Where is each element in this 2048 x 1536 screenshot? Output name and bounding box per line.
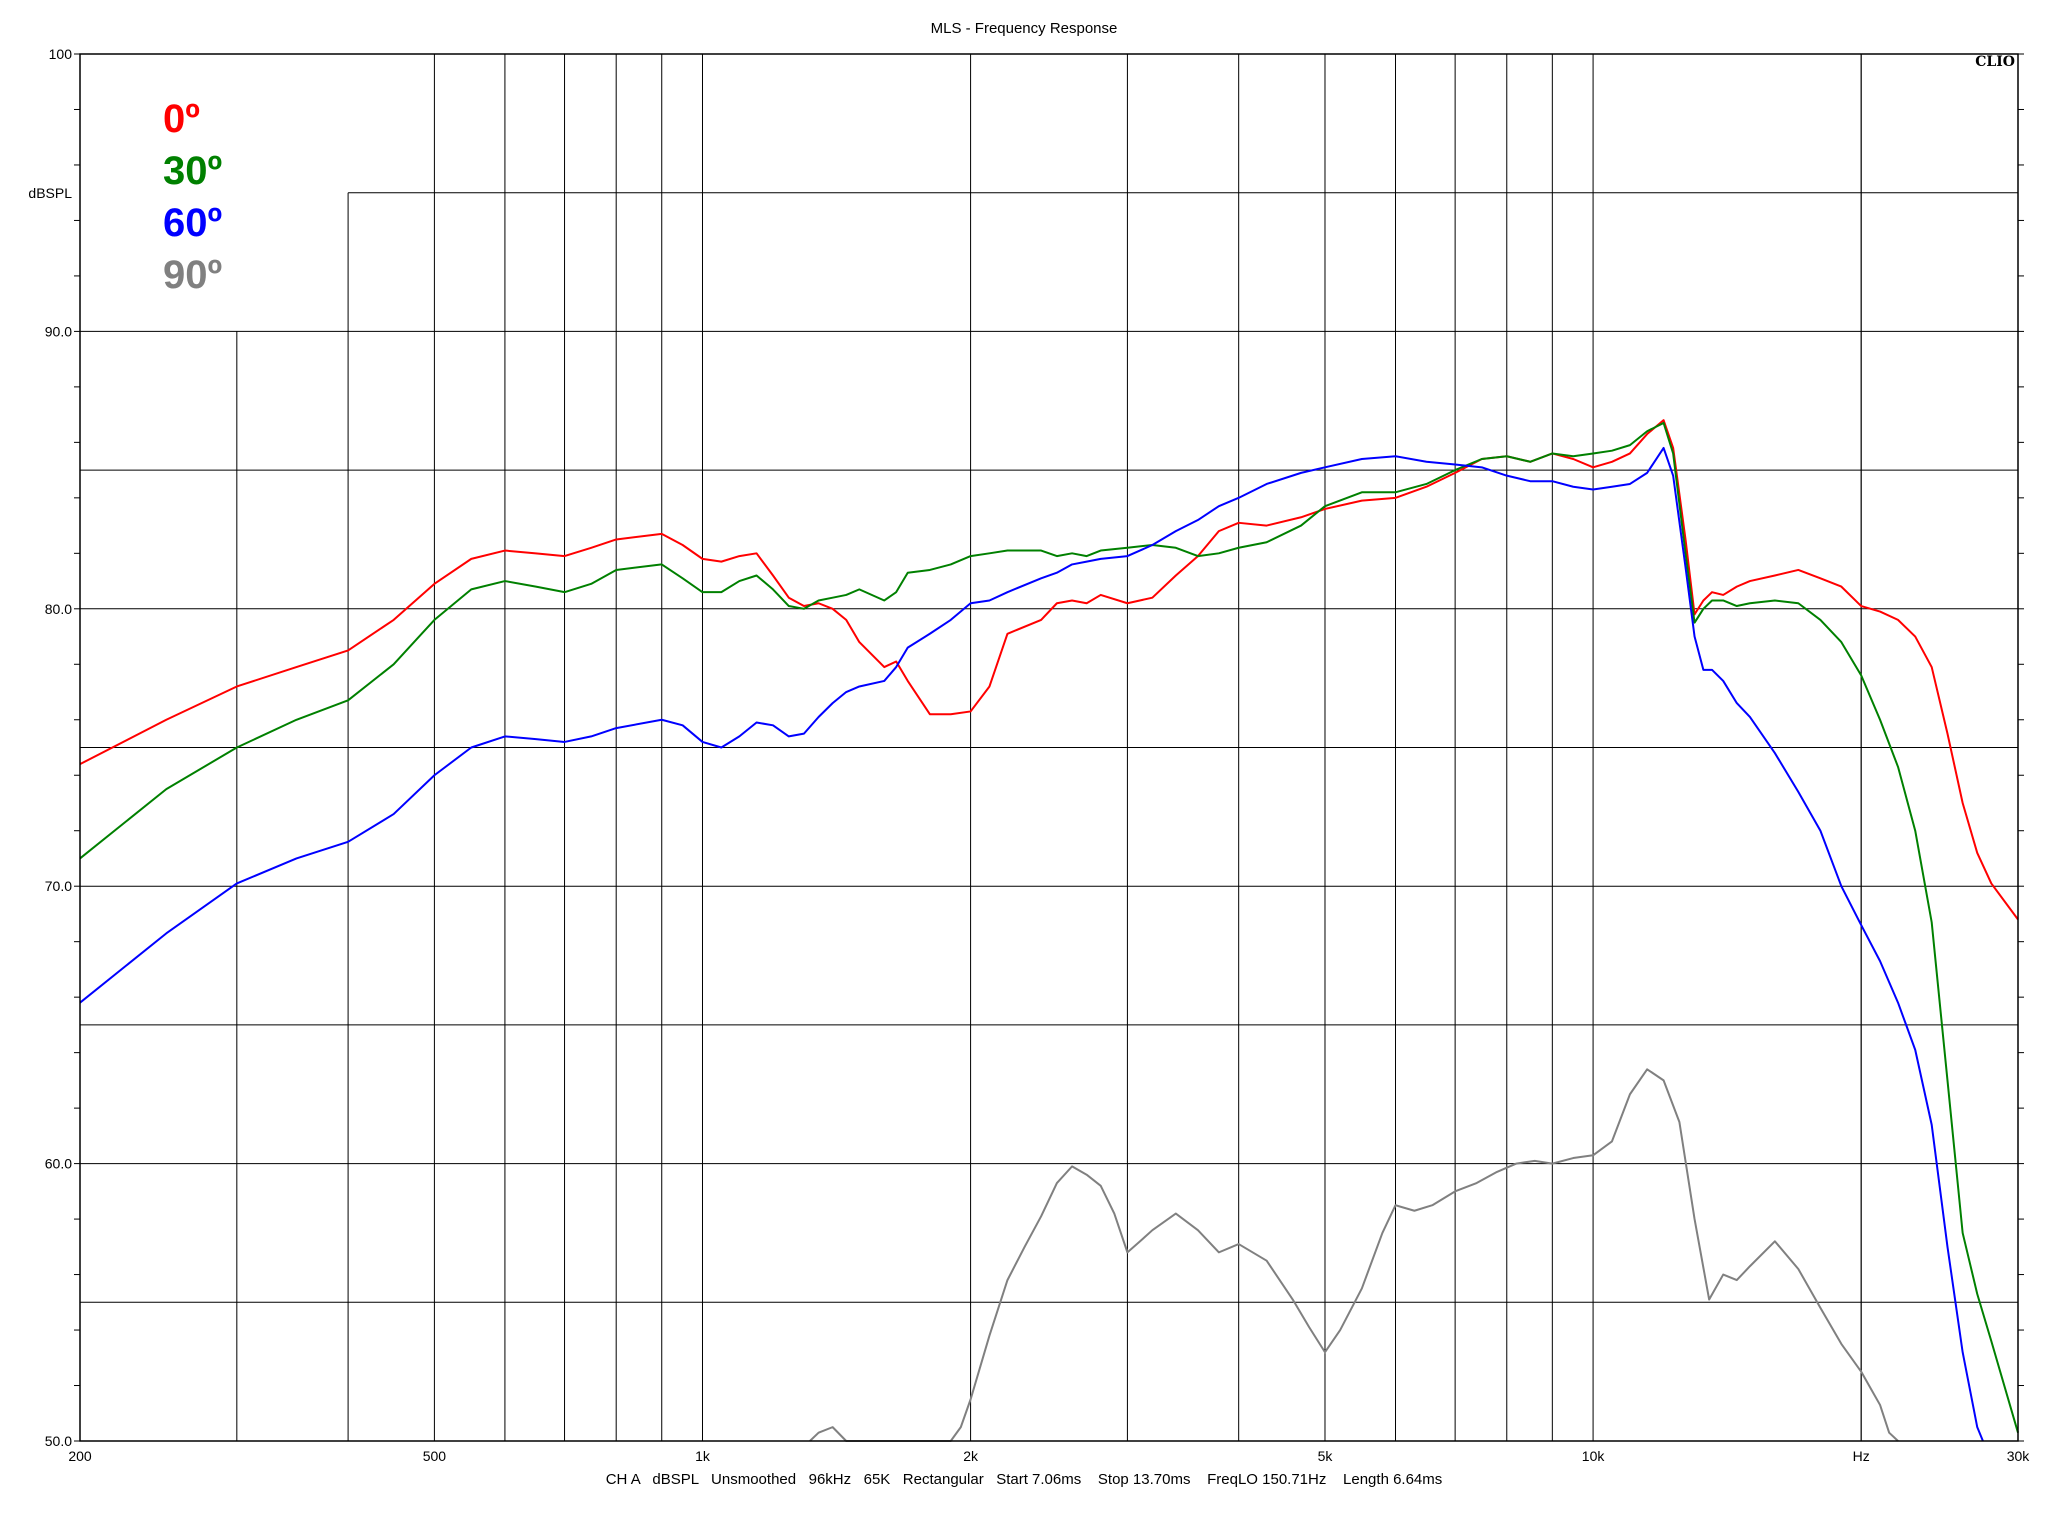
grid xyxy=(74,53,2024,1442)
chart-title: MLS - Frequency Response xyxy=(931,20,1118,37)
series-line-3 xyxy=(809,1068,1899,1442)
series-line-1 xyxy=(79,421,2019,1433)
legend-entry: 90º xyxy=(163,253,222,297)
legend: 0º 30º 60º 90º xyxy=(163,97,222,297)
y-tick-label: 90.0 xyxy=(45,323,72,339)
legend-entry: 60º xyxy=(163,201,222,245)
plot-frame xyxy=(79,53,2019,1442)
series-lines xyxy=(79,419,2019,1442)
y-axis-label: dBSPL xyxy=(28,185,72,201)
x-tick-label: 200 xyxy=(68,1448,92,1464)
x-tick-label: Hz xyxy=(1853,1448,1870,1464)
x-tick-label: 5k xyxy=(1318,1448,1334,1464)
legend-entry: 30º xyxy=(163,149,222,193)
x-tick-label: 30k xyxy=(2007,1448,2031,1464)
y-tick-label: 60.0 xyxy=(45,1156,72,1172)
legend-entry: 0º xyxy=(163,97,200,141)
y-tick-label: 70.0 xyxy=(45,878,72,894)
x-tick-label: 1k xyxy=(695,1448,711,1464)
brand-label: CLIO xyxy=(1975,54,2015,70)
x-tick-label: 2k xyxy=(963,1448,979,1464)
x-tick-label: 500 xyxy=(423,1448,447,1464)
y-tick-label: 100 xyxy=(49,46,73,62)
y-tick-label: 80.0 xyxy=(45,601,72,617)
y-tick-label: 50.0 xyxy=(45,1433,72,1449)
series-line-0 xyxy=(79,419,2019,921)
measurement-footer: CH A dBSPL Unsmoothed 96kHz 65K Rectangu… xyxy=(606,1471,1443,1488)
x-tick-label: 10k xyxy=(1582,1448,1606,1464)
series-line-2 xyxy=(79,446,1984,1442)
